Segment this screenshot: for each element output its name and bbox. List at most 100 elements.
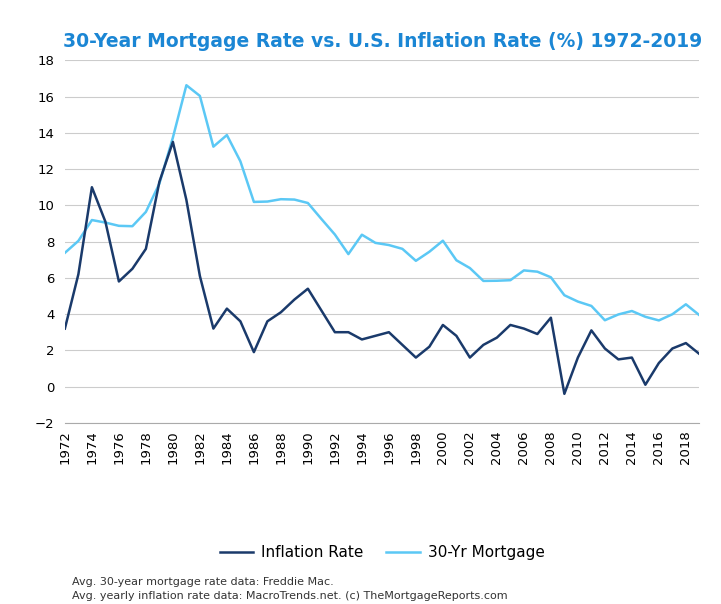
- Inflation Rate: [641, 381, 650, 388]
- 30-Yr Mortgage: [358, 231, 366, 239]
- Inflation Rate: [277, 309, 286, 316]
- 30-Yr Mortgage: [141, 208, 150, 216]
- 30-Yr Mortgage: [533, 268, 541, 275]
- Inflation Rate: [344, 329, 353, 336]
- 30-Yr Mortgage: [641, 313, 650, 320]
- 30-Yr Mortgage: [452, 257, 461, 264]
- Inflation Rate: [74, 271, 83, 278]
- Inflation Rate: [371, 332, 380, 339]
- 30-Yr Mortgage: [155, 180, 164, 187]
- 30-Yr Mortgage: [169, 134, 177, 141]
- 30-Yr Mortgage: [573, 298, 582, 305]
- 30-Yr Mortgage: [425, 248, 434, 255]
- 30-Yr Mortgage: [681, 301, 690, 308]
- Inflation Rate: [304, 285, 312, 292]
- 30-Yr Mortgage: [195, 92, 204, 100]
- 30-Yr Mortgage: [101, 219, 110, 226]
- Line: 30-Yr Mortgage: 30-Yr Mortgage: [65, 85, 699, 320]
- Inflation Rate: [573, 354, 582, 361]
- 30-Yr Mortgage: [601, 316, 609, 324]
- 30-Yr Mortgage: [614, 311, 623, 318]
- Inflation Rate: [520, 325, 528, 332]
- Inflation Rate: [358, 336, 366, 343]
- 30-Yr Mortgage: [479, 277, 487, 284]
- 30-Yr Mortgage: [209, 143, 218, 150]
- 30-Yr Mortgage: [115, 222, 123, 230]
- Inflation Rate: [614, 356, 623, 363]
- 30-Yr Mortgage: [223, 132, 231, 139]
- 30-Yr Mortgage: [182, 82, 191, 89]
- Title: 30-Year Mortgage Rate vs. U.S. Inflation Rate (%) 1972-2019: 30-Year Mortgage Rate vs. U.S. Inflation…: [63, 31, 702, 51]
- 30-Yr Mortgage: [627, 307, 636, 315]
- Legend: Inflation Rate, 30-Yr Mortgage: Inflation Rate, 30-Yr Mortgage: [213, 539, 551, 567]
- 30-Yr Mortgage: [290, 196, 298, 203]
- Inflation Rate: [438, 321, 447, 329]
- Inflation Rate: [695, 350, 704, 358]
- 30-Yr Mortgage: [61, 249, 69, 257]
- 30-Yr Mortgage: [506, 277, 515, 284]
- Inflation Rate: [169, 138, 177, 146]
- Inflation Rate: [506, 321, 515, 329]
- Inflation Rate: [466, 354, 474, 361]
- Inflation Rate: [101, 218, 110, 225]
- Inflation Rate: [87, 184, 96, 191]
- Inflation Rate: [492, 334, 501, 341]
- 30-Yr Mortgage: [492, 277, 501, 284]
- Inflation Rate: [155, 178, 164, 185]
- 30-Yr Mortgage: [87, 216, 96, 223]
- 30-Yr Mortgage: [128, 222, 137, 230]
- 30-Yr Mortgage: [587, 302, 596, 309]
- Inflation Rate: [479, 341, 487, 349]
- Inflation Rate: [668, 345, 677, 352]
- 30-Yr Mortgage: [520, 267, 528, 274]
- Inflation Rate: [398, 341, 407, 349]
- 30-Yr Mortgage: [344, 251, 353, 258]
- 30-Yr Mortgage: [330, 231, 339, 238]
- 30-Yr Mortgage: [249, 198, 258, 205]
- Inflation Rate: [412, 354, 420, 361]
- Inflation Rate: [317, 307, 326, 314]
- 30-Yr Mortgage: [695, 312, 704, 319]
- Inflation Rate: [290, 296, 298, 303]
- Inflation Rate: [223, 305, 231, 312]
- 30-Yr Mortgage: [412, 257, 420, 265]
- 30-Yr Mortgage: [668, 310, 677, 318]
- Text: Avg. 30-year mortgage rate data: Freddie Mac.: Avg. 30-year mortgage rate data: Freddie…: [72, 577, 334, 587]
- Inflation Rate: [560, 390, 569, 397]
- Inflation Rate: [627, 354, 636, 361]
- Inflation Rate: [61, 325, 69, 332]
- Inflation Rate: [587, 327, 596, 334]
- 30-Yr Mortgage: [560, 292, 569, 299]
- 30-Yr Mortgage: [384, 242, 393, 249]
- 30-Yr Mortgage: [236, 158, 244, 165]
- Inflation Rate: [141, 245, 150, 252]
- 30-Yr Mortgage: [74, 237, 83, 245]
- 30-Yr Mortgage: [277, 196, 286, 203]
- 30-Yr Mortgage: [398, 245, 407, 252]
- Inflation Rate: [182, 196, 191, 204]
- Inflation Rate: [681, 339, 690, 347]
- Inflation Rate: [263, 318, 272, 325]
- 30-Yr Mortgage: [438, 237, 447, 244]
- Inflation Rate: [209, 325, 218, 332]
- Inflation Rate: [655, 359, 663, 367]
- Inflation Rate: [601, 345, 609, 352]
- Inflation Rate: [128, 265, 137, 272]
- Text: Avg. yearly inflation rate data: MacroTrends.net. (c) TheMortgageReports.com: Avg. yearly inflation rate data: MacroTr…: [72, 591, 508, 601]
- 30-Yr Mortgage: [317, 215, 326, 222]
- 30-Yr Mortgage: [655, 316, 663, 324]
- Line: Inflation Rate: Inflation Rate: [65, 142, 699, 394]
- Inflation Rate: [425, 343, 434, 350]
- Inflation Rate: [452, 332, 461, 339]
- 30-Yr Mortgage: [263, 198, 272, 205]
- Inflation Rate: [115, 278, 123, 285]
- Inflation Rate: [330, 329, 339, 336]
- 30-Yr Mortgage: [466, 265, 474, 272]
- Inflation Rate: [547, 314, 555, 321]
- Inflation Rate: [533, 330, 541, 338]
- 30-Yr Mortgage: [371, 239, 380, 246]
- Inflation Rate: [249, 349, 258, 356]
- Inflation Rate: [384, 329, 393, 336]
- Inflation Rate: [236, 318, 244, 325]
- 30-Yr Mortgage: [547, 274, 555, 281]
